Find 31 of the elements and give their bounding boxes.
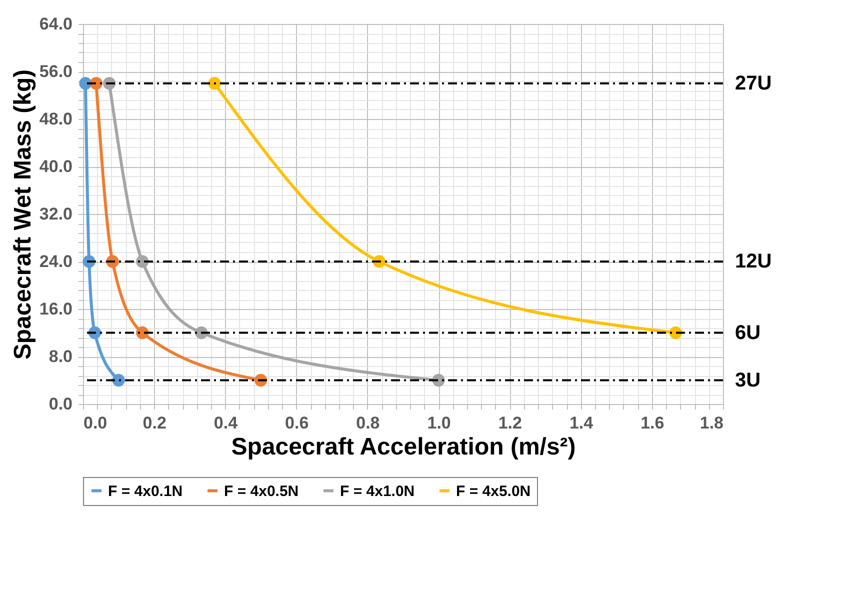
x-tick-label: 0.8 (356, 414, 380, 432)
x-tick-label: 0.4 (214, 414, 238, 432)
point (208, 77, 221, 90)
y-tick-label: 40.0 (39, 157, 72, 176)
x-tick-label: 1.0 (427, 414, 451, 432)
x-tick-label: 0.6 (285, 414, 309, 432)
y-tick-label: 48.0 (39, 110, 72, 128)
y-tick-label: 8.0 (48, 347, 72, 366)
ref-line-label: 27U (735, 72, 772, 94)
legend-label: F = 4x1.0N (340, 482, 415, 500)
legend-label: F = 4x0.1N (108, 482, 183, 500)
y-tick-label: 24.0 (39, 252, 72, 271)
y-tick-label: 0.0 (48, 394, 72, 414)
y-tick-label: 56.0 (39, 62, 72, 81)
x-axis-title: Spacecraft Acceleration (m/s²) (231, 434, 576, 460)
x-tick-label: 1.8 (700, 414, 724, 432)
y-tick-label: 16.0 (39, 300, 72, 318)
x-tick-label: 0.2 (142, 414, 166, 432)
y-tick-label: 32.0 (39, 204, 72, 224)
x-tick-label: 1.6 (640, 414, 664, 432)
legend-label: F = 4x5.0N (456, 482, 531, 500)
legend-label: F = 4x0.5N (224, 482, 299, 500)
y-axis-title: Spacecraft Wet Mass (kg) (9, 69, 36, 360)
x-tick-label: 1.4 (569, 414, 594, 432)
ref-line-label: 6U (735, 322, 761, 344)
ref-line-label: 3U (735, 369, 761, 392)
point (112, 374, 125, 387)
x-tick-label: 0.0 (84, 414, 108, 432)
y-tick-label: 64.0 (39, 14, 72, 34)
x-tick-label: 1.2 (498, 414, 522, 432)
ref-line-label: 12U (735, 250, 772, 272)
